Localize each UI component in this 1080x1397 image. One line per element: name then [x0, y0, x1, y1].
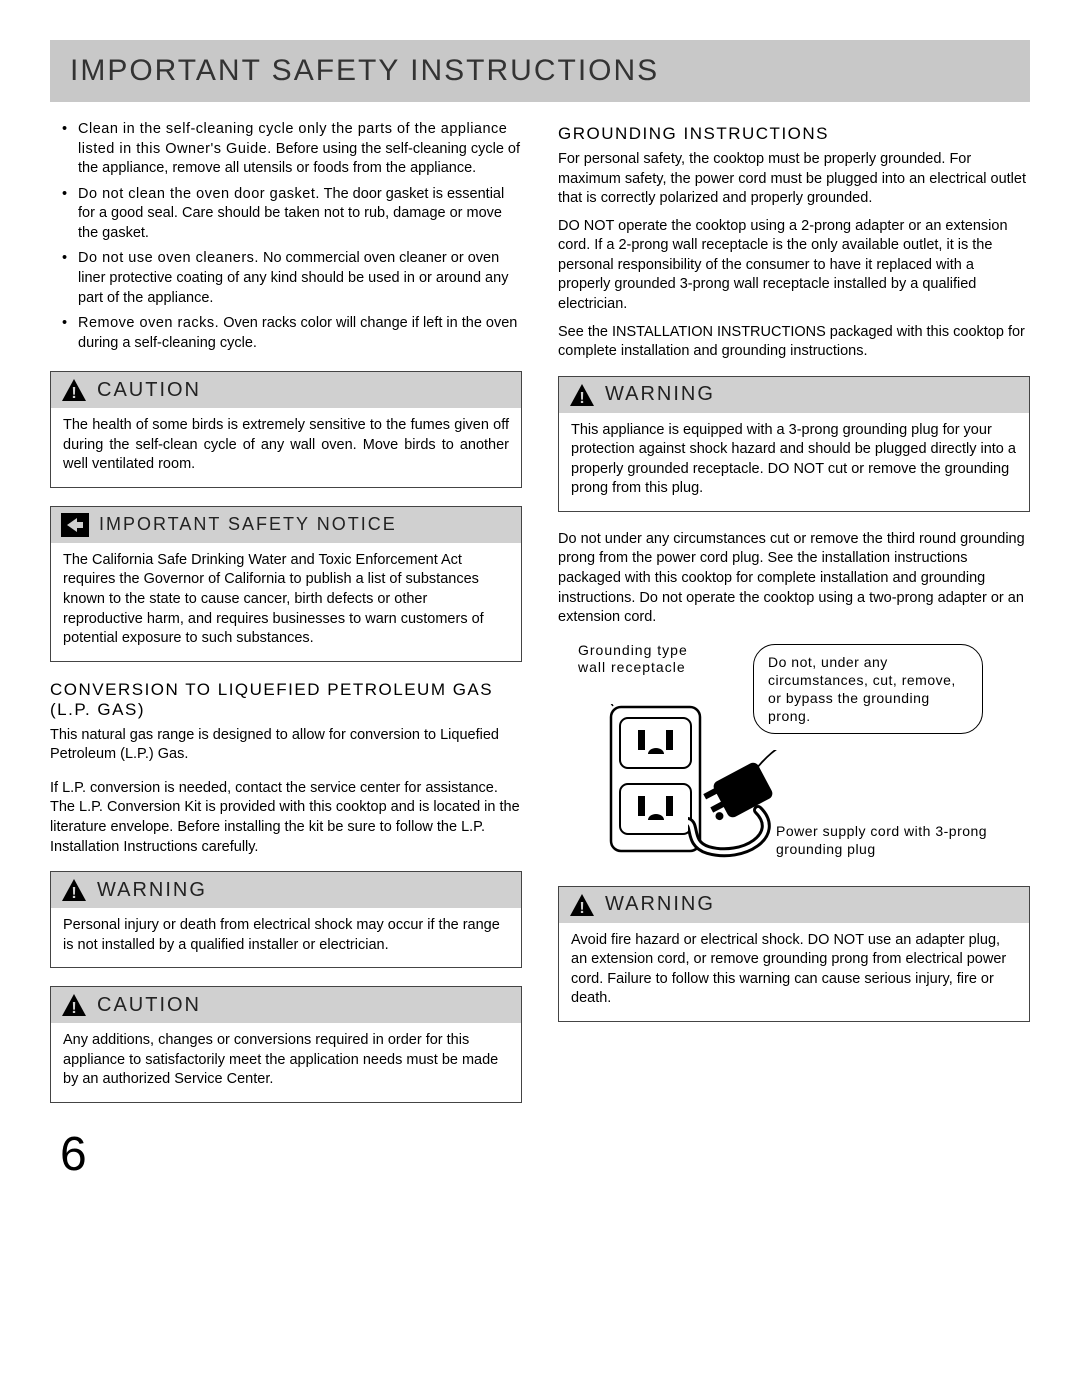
caution-box: ! CAUTION Any additions, changes or conv…	[50, 986, 522, 1103]
alert-header: ! CAUTION	[51, 372, 521, 408]
alert-header: ! WARNING	[51, 872, 521, 908]
title-bar: IMPORTANT SAFETY INSTRUCTIONS	[50, 40, 1030, 102]
warning-box: ! WARNING Personal injury or death from …	[50, 871, 522, 968]
page-title: IMPORTANT SAFETY INSTRUCTIONS	[70, 54, 1010, 88]
warning-triangle-icon: !	[569, 893, 595, 917]
caution-box: ! CAUTION The health of some birds is ex…	[50, 371, 522, 488]
alert-body: Avoid fire hazard or electrical shock. D…	[559, 923, 1029, 1021]
alert-header: ! WARNING	[559, 377, 1029, 413]
cord-label: Power supply cord with 3-prong grounding…	[776, 822, 1016, 858]
page-number: 6	[60, 1127, 1030, 1182]
alert-body: Any additions, changes or conversions re…	[51, 1023, 521, 1102]
alert-label: CAUTION	[97, 379, 201, 402]
alert-body: Personal injury or death from electrical…	[51, 908, 521, 967]
alert-label: IMPORTANT SAFETY NOTICE	[99, 514, 397, 535]
grounding-diagram: Grounding type wall receptacle	[558, 642, 1030, 872]
alert-body: The California Safe Drinking Water and T…	[51, 543, 521, 661]
bullet-lead: Remove oven racks.	[78, 315, 219, 331]
alert-body: This appliance is equipped with a 3-pron…	[559, 413, 1029, 511]
warning-box: ! WARNING This appliance is equipped wit…	[558, 376, 1030, 512]
alert-label: CAUTION	[97, 994, 201, 1017]
receptacle-label: Grounding type wall receptacle	[578, 642, 698, 677]
page: IMPORTANT SAFETY INSTRUCTIONS Clean in t…	[0, 0, 1080, 1202]
bullet-lead: Do not clean the oven door gasket.	[78, 186, 320, 202]
body-paragraph: DO NOT operate the cooktop using a 2-pro…	[558, 217, 1030, 315]
two-column-layout: Clean in the self-cleaning cycle only th…	[50, 120, 1030, 1121]
warning-triangle-icon: !	[61, 993, 87, 1017]
alert-label: WARNING	[605, 893, 715, 916]
list-item: Clean in the self-cleaning cycle only th…	[66, 120, 522, 179]
alert-header: ! WARNING	[559, 887, 1029, 923]
svg-text:!: !	[579, 390, 584, 407]
list-item: Remove oven racks. Oven racks color will…	[66, 314, 522, 353]
alert-label: WARNING	[605, 383, 715, 406]
arrow-right-icon	[61, 513, 89, 537]
lp-gas-heading: CONVERSION TO LIQUEFIED PETROLEUM GAS (L…	[50, 680, 522, 720]
svg-text:!: !	[71, 885, 76, 902]
svg-text:!: !	[71, 385, 76, 402]
bullet-lead: Do not use oven cleaners.	[78, 250, 259, 266]
alert-header: IMPORTANT SAFETY NOTICE	[51, 507, 521, 543]
grounding-heading: GROUNDING INSTRUCTIONS	[558, 124, 1030, 144]
warning-triangle-icon: !	[61, 378, 87, 402]
alert-header: ! CAUTION	[51, 987, 521, 1023]
body-paragraph: Do not under any circumstances cut or re…	[558, 530, 1030, 628]
list-item: Do not clean the oven door gasket. The d…	[66, 185, 522, 244]
body-paragraph: If L.P. conversion is needed, contact th…	[50, 779, 522, 857]
list-item: Do not use oven cleaners. No commercial …	[66, 249, 522, 308]
right-column: GROUNDING INSTRUCTIONS For personal safe…	[558, 120, 1030, 1121]
body-paragraph: See the INSTALLATION INSTRUCTIONS packag…	[558, 323, 1030, 362]
safety-bullet-list: Clean in the self-cleaning cycle only th…	[50, 120, 522, 353]
body-paragraph: For personal safety, the cooktop must be…	[558, 150, 1030, 209]
body-paragraph: This natural gas range is designed to al…	[50, 726, 522, 765]
warning-triangle-icon: !	[569, 383, 595, 407]
warning-box: ! WARNING Avoid fire hazard or electrica…	[558, 886, 1030, 1022]
svg-text:!: !	[579, 900, 584, 917]
warning-triangle-icon: !	[61, 878, 87, 902]
svg-text:!: !	[71, 1000, 76, 1017]
safety-notice-box: IMPORTANT SAFETY NOTICE The California S…	[50, 506, 522, 662]
alert-body: The health of some birds is extremely se…	[51, 408, 521, 487]
alert-label: WARNING	[97, 879, 207, 902]
warning-bubble: Do not, under any circumstances, cut, re…	[753, 644, 983, 735]
left-column: Clean in the self-cleaning cycle only th…	[50, 120, 522, 1121]
